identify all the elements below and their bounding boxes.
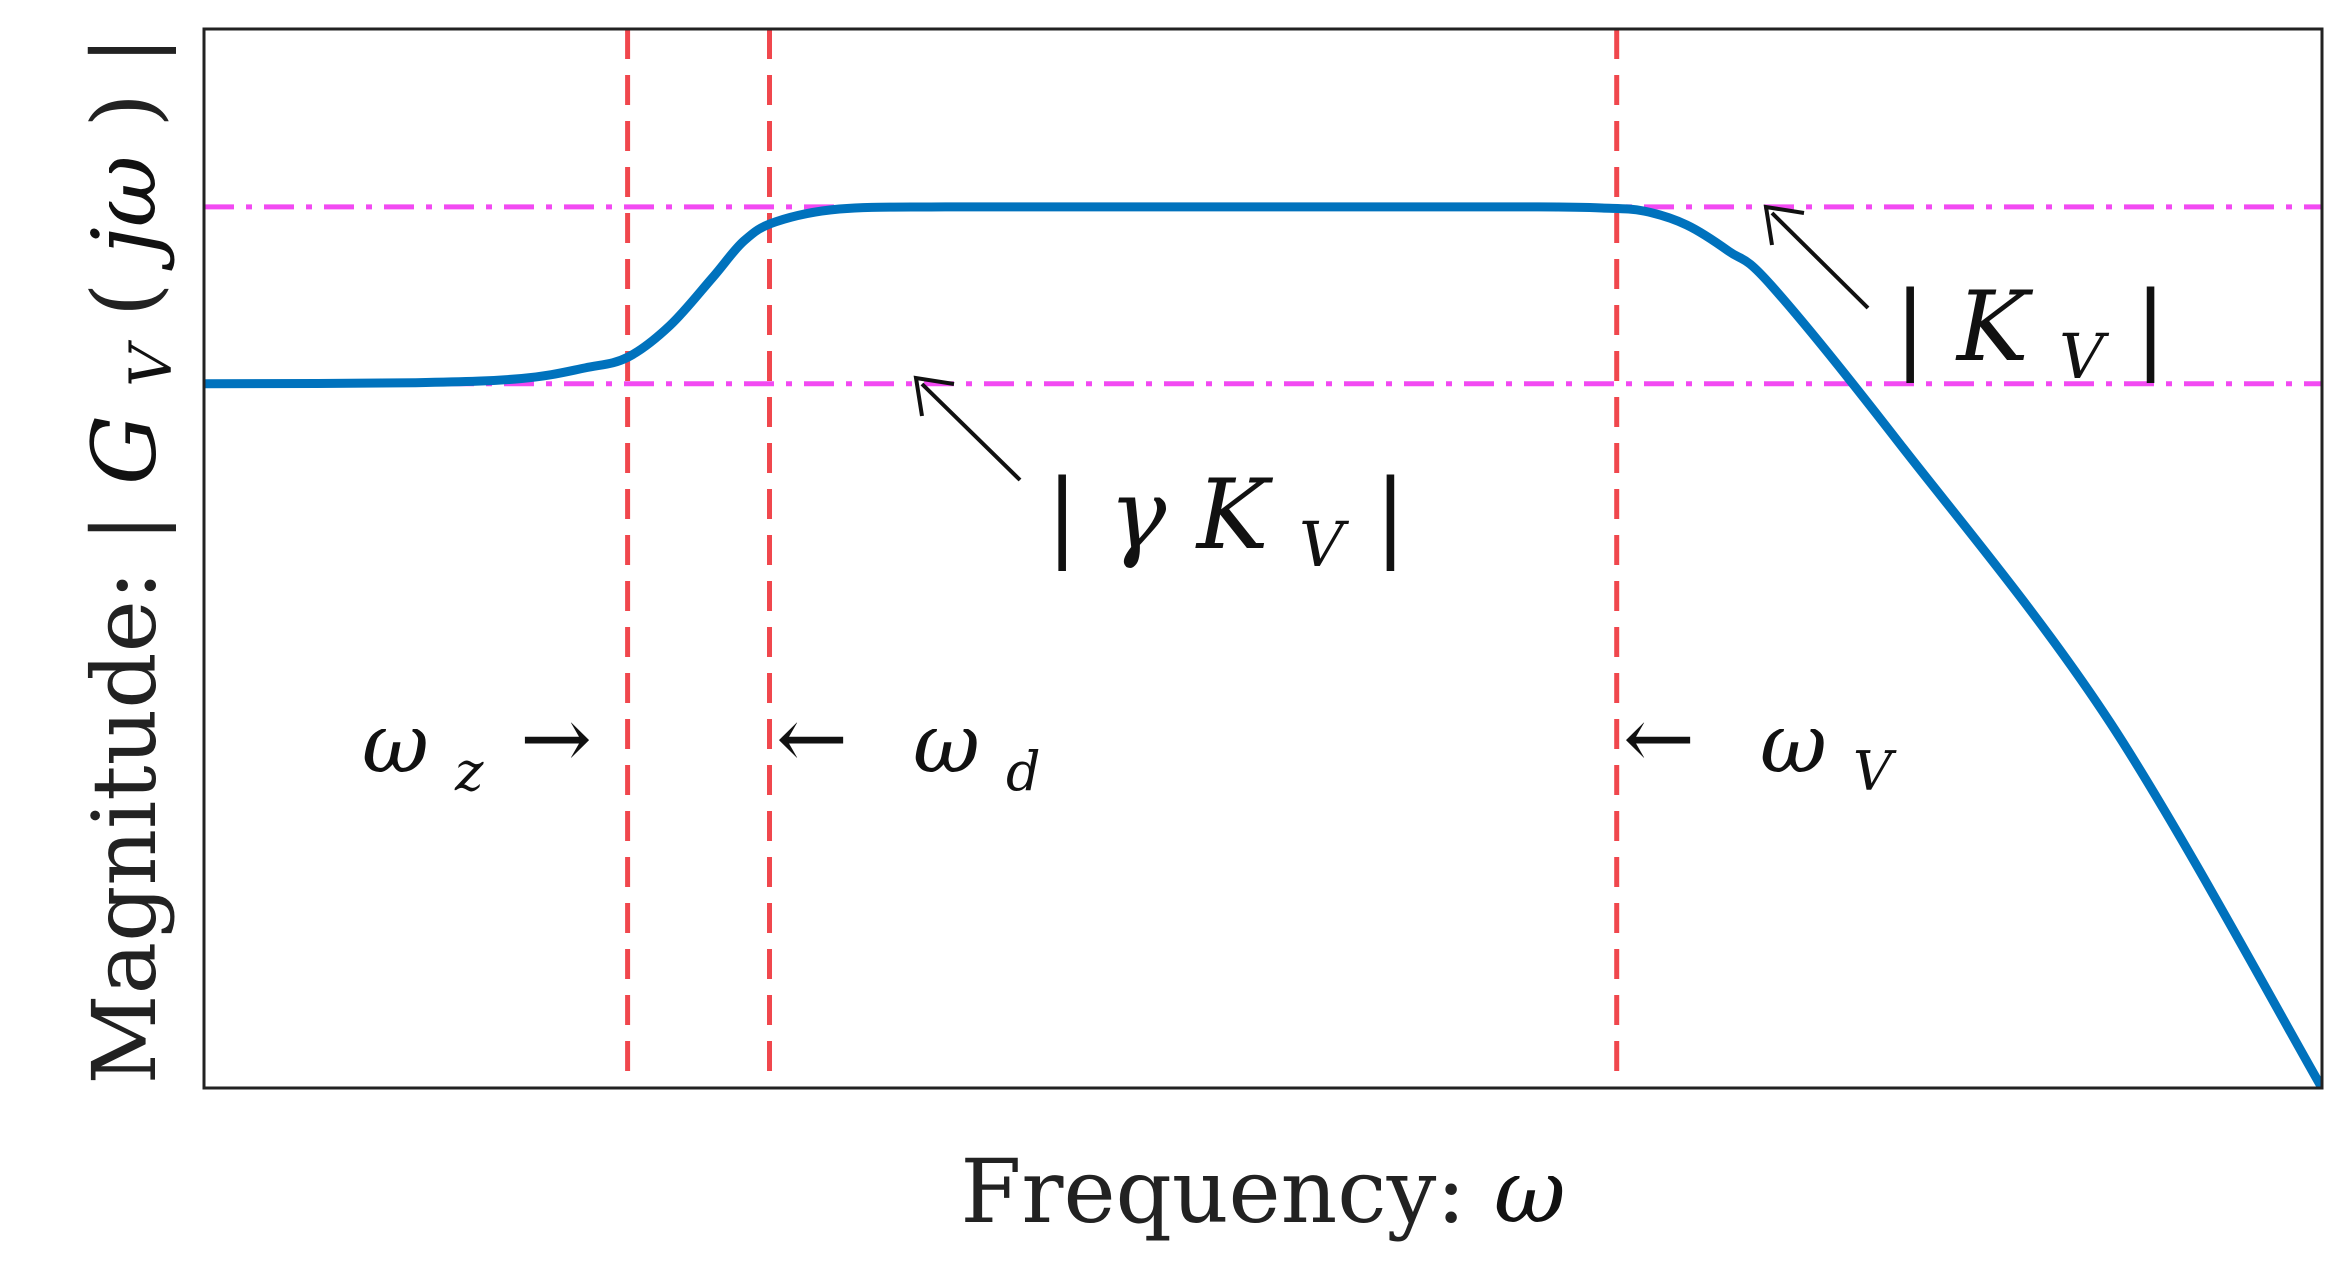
- level-gamma-kv-pointer-head: [913, 375, 955, 417]
- level-gamma-kv-gamma: γ: [1109, 459, 1167, 571]
- marker-omega-d-arrow: ←: [776, 689, 848, 789]
- y-axis-abs-close: |: [73, 36, 176, 66]
- y-axis-paren-open: (: [73, 283, 176, 317]
- y-axis-gain-subscript: V: [117, 340, 185, 387]
- level-gamma-kv-annotation: | γ K V |: [913, 375, 1407, 589]
- marker-omega-d-annotation: ← ω d: [776, 689, 1041, 803]
- marker-omega-v-subscript: V: [1853, 740, 1897, 803]
- marker-omega-d-symbol: ω: [913, 697, 980, 792]
- level-gamma-kv-abs-close: |: [1374, 459, 1406, 571]
- x-axis-label-text: Frequency:: [960, 1140, 1466, 1243]
- y-axis-label-text: Magnitude:: [73, 571, 176, 1085]
- y-axis-label: Magnitude: | G V ( jω ) |: [73, 36, 192, 1085]
- plot-area: [204, 29, 2322, 1088]
- x-axis-label: Frequency: ω: [960, 1140, 1565, 1243]
- svg-text:ω V: ω V: [1760, 697, 1897, 803]
- level-kv-abs-open: |: [1894, 271, 1926, 383]
- svg-text:Magnitude: | G: Magnitude: | G V ( jω ) |: [73, 36, 192, 1085]
- level-gamma-kv-symbol: K: [1195, 459, 1274, 571]
- magnitude-curve-0: [204, 202, 2322, 1088]
- marker-omega-z-symbol: ω: [362, 697, 429, 792]
- svg-text:ω d: ω d: [913, 697, 1041, 803]
- marker-omega-d-subscript: d: [1006, 740, 1041, 803]
- marker-omega-v-annotation: ← ω V: [1623, 689, 1897, 803]
- level-kv-subscript: V: [2059, 320, 2110, 393]
- y-axis-abs-open: |: [73, 513, 176, 543]
- svg-text:ω z: ω z: [362, 697, 484, 803]
- y-axis-jw: jω: [73, 155, 176, 271]
- svg-text:| K V |: | K V |: [1894, 271, 2167, 401]
- y-axis-gain-symbol: G: [73, 415, 176, 485]
- level-gamma-kv-abs-open: |: [1046, 459, 1078, 571]
- marker-omega-z-subscript: z: [454, 740, 484, 803]
- level-kv-symbol: K: [1955, 271, 2034, 383]
- marker-omega-v-arrow: ←: [1623, 689, 1695, 789]
- marker-omega-z-arrow: →: [520, 689, 592, 789]
- level-kv-pointer-arrow: [1770, 211, 1870, 310]
- level-kv-annotation: | K V |: [1763, 204, 2167, 401]
- level-kv-abs-close: |: [2134, 271, 2166, 383]
- plot-frame: [202, 27, 2324, 1090]
- marker-omega-z-annotation: ω z →: [362, 689, 592, 803]
- svg-text:| γ K V: | γ K V |: [1046, 459, 1407, 589]
- marker-omega-v-symbol: ω: [1760, 697, 1827, 792]
- level-gamma-kv-subscript: V: [1299, 508, 1350, 581]
- level-kv-pointer-head: [1763, 204, 1805, 246]
- level-gamma-kv-pointer-arrow: [920, 382, 1022, 482]
- y-axis-paren-close: ): [73, 93, 176, 127]
- x-axis-symbol: ω: [1494, 1140, 1566, 1243]
